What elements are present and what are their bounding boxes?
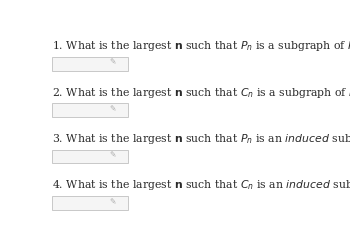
- FancyBboxPatch shape: [52, 57, 128, 71]
- Text: 3. What is the largest $\mathbf{n}$ such that $P_n$ is an $\mathit{induced}$ sub: 3. What is the largest $\mathbf{n}$ such…: [52, 132, 350, 146]
- FancyBboxPatch shape: [52, 196, 128, 210]
- Text: 1. What is the largest $\mathbf{n}$ such that $P_n$ is a subgraph of $K_4$?: 1. What is the largest $\mathbf{n}$ such…: [52, 39, 350, 53]
- Text: ✎: ✎: [110, 197, 116, 206]
- Text: ✎: ✎: [110, 58, 116, 67]
- Text: 2. What is the largest $\mathbf{n}$ such that $C_n$ is a subgraph of $K_4$?: 2. What is the largest $\mathbf{n}$ such…: [52, 86, 350, 100]
- FancyBboxPatch shape: [52, 103, 128, 117]
- Text: 4. What is the largest $\mathbf{n}$ such that $C_n$ is an $\mathit{induced}$ sub: 4. What is the largest $\mathbf{n}$ such…: [52, 178, 350, 192]
- Text: ✎: ✎: [110, 151, 116, 160]
- Text: ✎: ✎: [110, 104, 116, 113]
- FancyBboxPatch shape: [52, 149, 128, 163]
